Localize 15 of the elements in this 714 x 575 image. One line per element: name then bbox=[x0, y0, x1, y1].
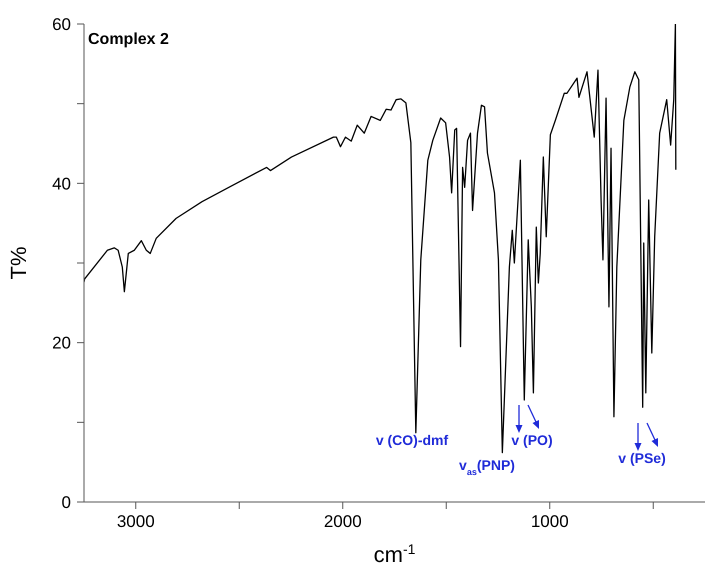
annotation: v (PSe) bbox=[618, 450, 666, 466]
x-tick-label: 1000 bbox=[530, 512, 569, 532]
x-axis-title: cm$^{-1}$ bbox=[374, 541, 416, 567]
chart-title: Complex 2 bbox=[88, 31, 170, 48]
y-tick-label: 60 bbox=[52, 15, 71, 34]
x-tick-label: 2000 bbox=[324, 512, 362, 532]
annotation: v (PO) bbox=[511, 432, 553, 448]
y-tick-label: 20 bbox=[52, 334, 71, 353]
y-axis-title: T% bbox=[6, 246, 31, 280]
y-tick-label: 40 bbox=[52, 174, 71, 194]
annotation: v (CO)-dmf bbox=[376, 432, 448, 448]
annotation: v$_{as}$(PNP) bbox=[459, 457, 515, 477]
x-tick-label: 3000 bbox=[116, 512, 155, 532]
y-tick-label: 0 bbox=[62, 493, 71, 512]
line-series bbox=[84, 24, 676, 454]
